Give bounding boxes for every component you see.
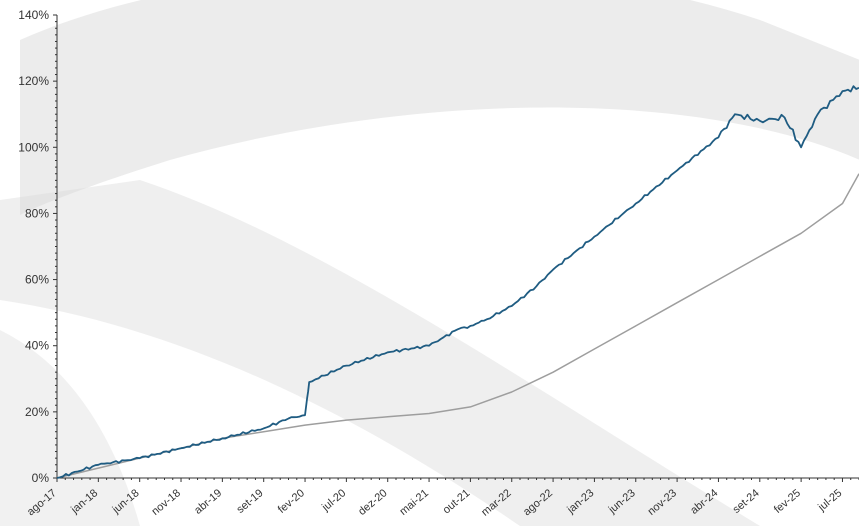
x-tick-label: nov-18 (149, 487, 182, 518)
series-line-primary (56, 85, 859, 479)
watermark-shape-left (0, 330, 140, 526)
watermark-shape-diagonal (0, 180, 760, 526)
y-tick-label: 120% (18, 74, 49, 88)
x-tick-label: abr-19 (192, 487, 224, 517)
x-tick-label: jul-20 (319, 487, 348, 514)
x-tick-label: out-21 (441, 487, 473, 516)
chart-series (56, 85, 859, 479)
y-tick-label: 140% (18, 8, 49, 22)
chart-axes (53, 14, 859, 482)
y-tick-label: 100% (18, 140, 49, 154)
y-axis-ticks: 0% 20% 40% 60% 80% 100% 120% 140% (18, 8, 49, 485)
watermark-shape-top (20, 0, 859, 215)
x-tick-label: fev-25 (772, 487, 803, 516)
x-tick-label: jul-25 (815, 487, 844, 514)
y-tick-label: 80% (25, 206, 49, 220)
x-tick-label: set-24 (731, 487, 762, 516)
y-tick-label: 20% (25, 405, 49, 419)
y-tick-label: 40% (25, 339, 49, 353)
x-tick-label: fev-20 (276, 487, 307, 516)
x-tick-label: dez-20 (356, 487, 389, 518)
x-tick-label: set-19 (234, 487, 265, 516)
x-tick-label: mai-21 (398, 487, 431, 518)
y-tick-label: 60% (25, 273, 49, 287)
y-tick-label: 0% (32, 471, 50, 485)
